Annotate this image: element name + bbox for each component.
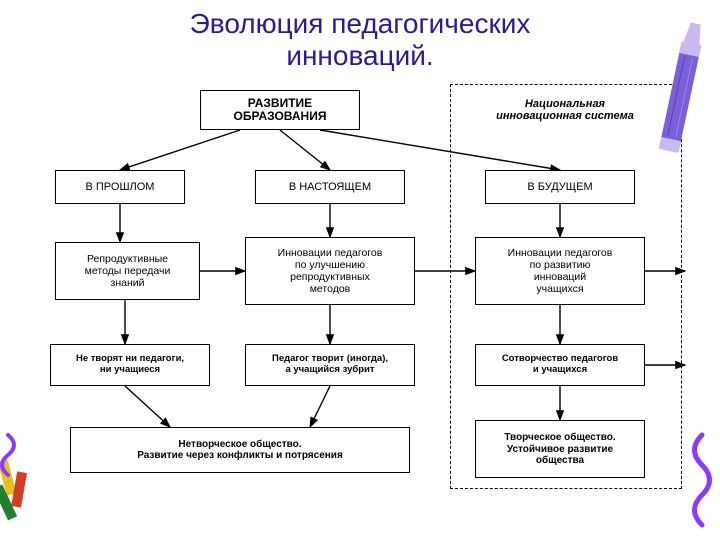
node-innov_teach: Инновации педагоговпо улучшениюрепродукт… [245, 237, 415, 305]
squiggle-right-decoration [682, 430, 720, 540]
title-line1: Эволюция педагогических [0, 8, 720, 40]
node-good_soc: Творческое общество.Устойчивое развитиео… [475, 420, 645, 478]
edge-root-present [280, 130, 330, 170]
node-nis: Национальнаяинновационная система [460, 90, 670, 130]
node-future: В БУДУЩЕМ [485, 170, 635, 204]
edge-some_create-bad_soc [310, 386, 330, 427]
title-line2: инноваций. [0, 40, 720, 72]
page-title: Эволюция педагогических инноваций. [0, 0, 720, 72]
node-some_create: Педагог творит (иногда),а учащийся зубри… [245, 344, 415, 386]
corner-left-decoration [0, 430, 55, 540]
node-innov_stud: Инновации педагоговпо развитиюинновацийу… [475, 237, 645, 305]
node-repro: Репродуктивныеметоды передачизнаний [55, 242, 200, 300]
crayon-right-decoration [650, 18, 720, 178]
node-co_create: Сотворчество педагогови учащихся [475, 344, 645, 386]
node-present: В НАСТОЯЩЕМ [255, 170, 405, 204]
node-no_create: Не творят ни педагоги,ни учащиеся [50, 344, 210, 386]
node-bad_soc: Нетворческое общество.Развитие через кон… [70, 427, 410, 473]
flowchart-diagram: РАЗВИТИЕОБРАЗОВАНИЯ Национальнаяинновацио… [30, 82, 690, 522]
node-root: РАЗВИТИЕОБРАЗОВАНИЯ [200, 90, 360, 130]
edge-no_create-bad_soc [125, 386, 170, 427]
edge-root-past [120, 130, 240, 170]
node-past: В ПРОШЛОМ [55, 170, 185, 204]
